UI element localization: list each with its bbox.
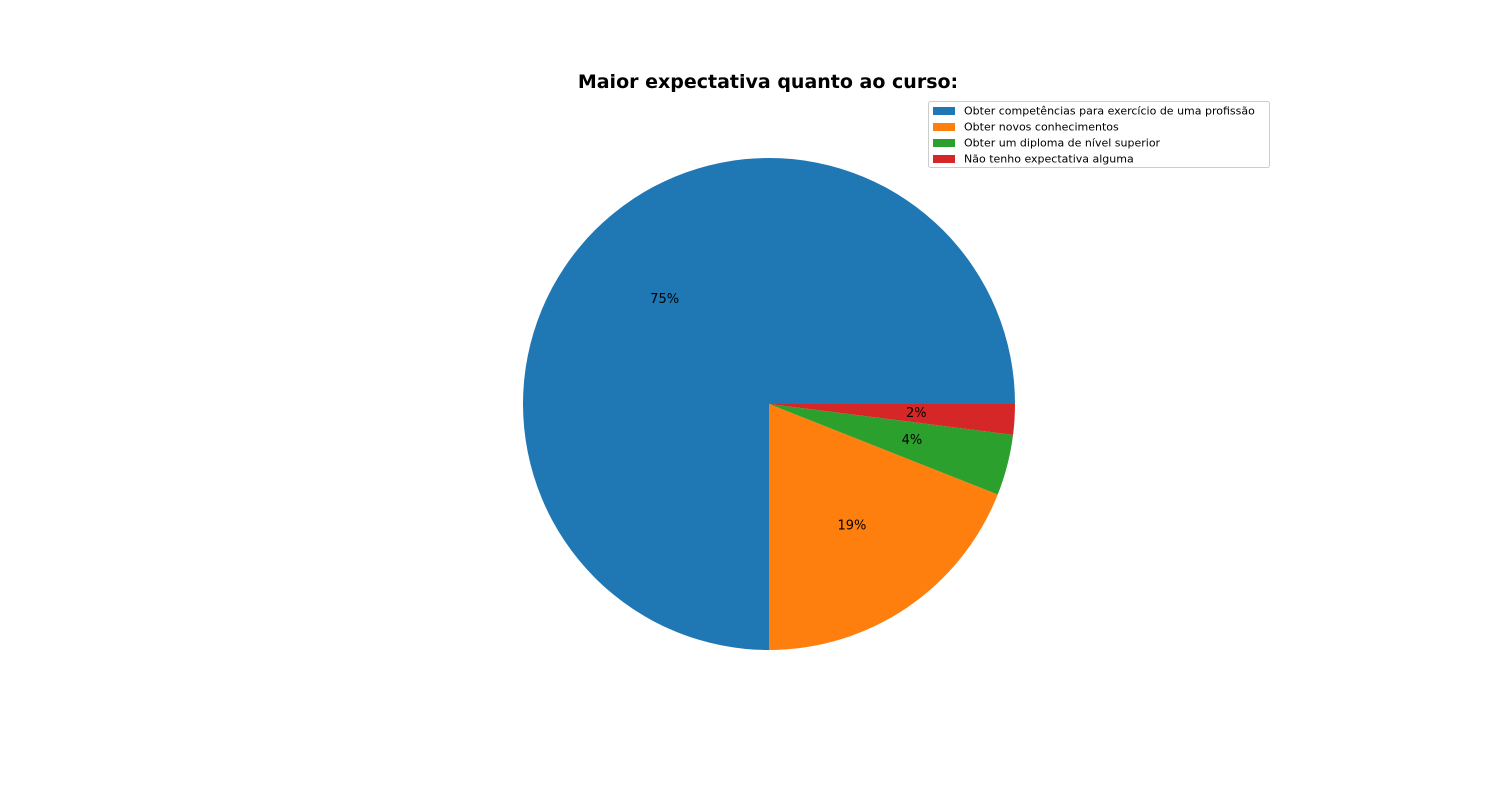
pie-slice-3 bbox=[769, 404, 1014, 495]
pie-slices bbox=[523, 158, 1015, 650]
legend-swatch-4 bbox=[933, 155, 955, 163]
legend-frame bbox=[928, 101, 1270, 168]
pie-percentage-labels: 75% 19% 4% 2% bbox=[650, 292, 926, 533]
legend-swatch-1 bbox=[933, 107, 955, 115]
pie-slice-label-2: 19% bbox=[838, 519, 867, 534]
legend-swatch-2 bbox=[933, 123, 955, 131]
legend-label-1: Obter competências para exercício de uma… bbox=[964, 105, 1255, 118]
pie-slice-label-3: 4% bbox=[902, 433, 923, 448]
legend-label-4: Não tenho expectativa alguma bbox=[964, 153, 1134, 166]
legend-label-2: Obter novos conhecimentos bbox=[964, 121, 1119, 134]
chart-title: Maior expectativa quanto ao curso: bbox=[578, 71, 958, 93]
pie-slice-label-4: 2% bbox=[906, 406, 927, 421]
legend-swatch-3 bbox=[933, 139, 955, 147]
pie-slice-2 bbox=[769, 404, 998, 650]
legend-entries: Obter competências para exercício de uma… bbox=[933, 105, 1255, 166]
legend-label-3: Obter um diploma de nível superior bbox=[964, 137, 1161, 150]
legend: Obter competências para exercício de uma… bbox=[928, 101, 1270, 168]
pie-slice-4 bbox=[769, 404, 1015, 435]
pie-slice-label-1: 75% bbox=[650, 292, 679, 307]
